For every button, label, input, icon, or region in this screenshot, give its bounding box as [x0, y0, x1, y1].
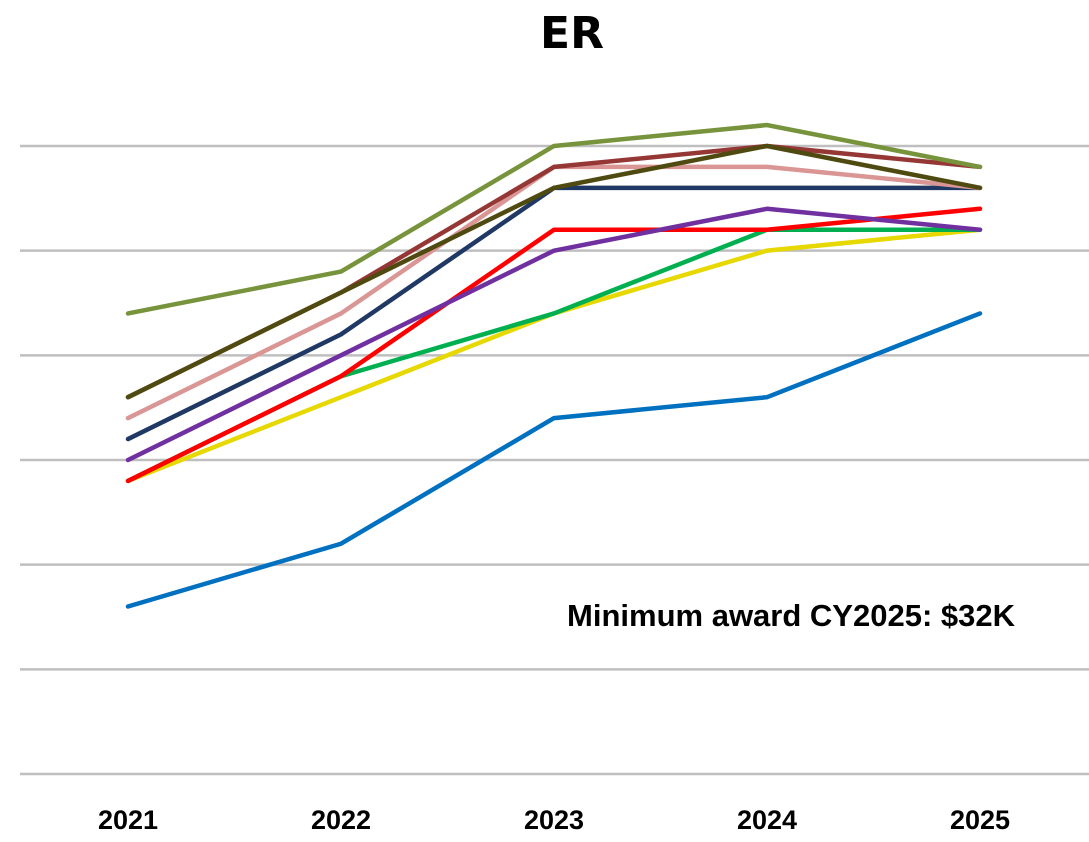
x-tick-label: 2022 [311, 805, 371, 835]
series-line [125, 311, 983, 609]
series-line [125, 164, 983, 421]
series-line [125, 143, 983, 400]
series-line [125, 143, 983, 400]
x-tick-label: 2021 [98, 805, 158, 835]
chart-title: ER [540, 8, 604, 59]
x-tick-label: 2025 [950, 805, 1010, 835]
series-line [125, 206, 983, 484]
series-line [125, 122, 983, 316]
series-line [125, 206, 983, 463]
x-tick-label: 2023 [524, 805, 584, 835]
annotation: Minimum award CY2025: $32K [567, 598, 1016, 633]
x-tick-label: 2024 [737, 805, 797, 835]
